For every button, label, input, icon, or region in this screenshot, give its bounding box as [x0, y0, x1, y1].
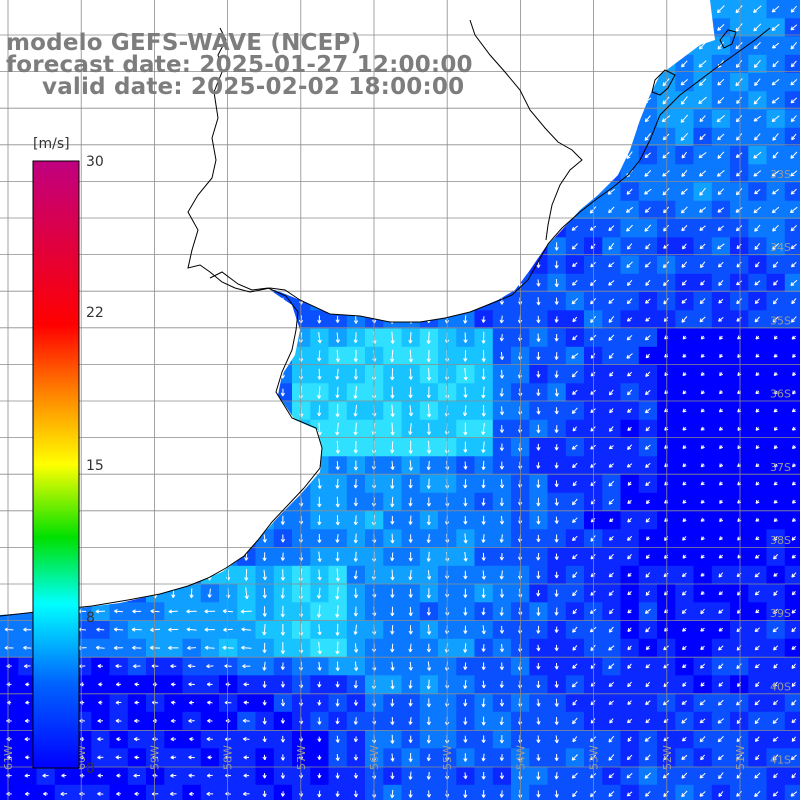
- latitude-label: 41S: [770, 754, 791, 767]
- longitude-label: 58W: [222, 745, 235, 770]
- longitude-label: 52W: [661, 745, 674, 770]
- field-cell: [784, 73, 800, 92]
- field-cell: [748, 784, 768, 804]
- latitude-label: 35S: [770, 314, 791, 327]
- field-cell: [675, 784, 695, 804]
- field-cell: [565, 784, 585, 804]
- wind-arrow: [717, 24, 725, 31]
- latitude-label: 38S: [770, 534, 791, 547]
- longitude-label: 55W: [441, 745, 454, 770]
- colorbar-tick-label: 8: [86, 610, 95, 626]
- wind-arrow: [716, 5, 725, 14]
- field-cell: [730, 784, 749, 804]
- colorbar-tick-label: 0: [86, 761, 95, 777]
- latitude-label: 39S: [770, 607, 791, 620]
- wind-arrow: [735, 23, 743, 32]
- field-cell: [784, 219, 800, 238]
- latitude-label: 36S: [770, 388, 791, 401]
- field-cell: [91, 784, 111, 804]
- latitude-label: 34S: [770, 241, 791, 254]
- field-cell: [784, 164, 800, 184]
- colorbar-tick-label: 30: [86, 154, 104, 170]
- colorbar-tick-label: 22: [86, 305, 104, 321]
- longitude-label: 53W: [588, 745, 601, 770]
- field-cell: [784, 784, 800, 804]
- field-cell: [784, 146, 800, 165]
- field-cell: [638, 784, 658, 804]
- field-cell: [784, 91, 800, 111]
- wind-arrow: [771, 24, 780, 31]
- longitude-label: 54W: [514, 745, 527, 770]
- field-cell: [711, 784, 731, 804]
- field-cell: [784, 18, 800, 38]
- field-cell: [146, 784, 165, 804]
- field-cell: [766, 784, 786, 804]
- field-cell: [54, 784, 74, 804]
- wind-arrow: [753, 5, 762, 13]
- latitude-label: 37S: [770, 461, 791, 474]
- longitude-label: 56W: [368, 745, 381, 770]
- wind-arrow: [790, 5, 797, 13]
- colorbar-bar: [32, 160, 80, 769]
- wind-arrow: [735, 5, 743, 14]
- field-cell: [602, 784, 622, 804]
- colorbar-tick-label: 15: [86, 458, 104, 474]
- longitude-label: 51W: [734, 745, 747, 770]
- wind-arrow: [771, 5, 780, 13]
- field-cell: [784, 109, 800, 129]
- field-cell: [164, 784, 184, 804]
- field-cell: [784, 0, 800, 19]
- latitude-label: 40S: [770, 680, 791, 693]
- wind-arrow: [753, 23, 762, 32]
- field-cell: [200, 784, 220, 804]
- longitude-label: 57W: [295, 745, 308, 770]
- valid-date: valid date: 2025-02-02 18:00:00: [42, 74, 465, 100]
- field-cell: [693, 784, 713, 804]
- field-cell: [237, 784, 257, 804]
- colorbar-unit-label: [m/s]: [33, 136, 70, 152]
- field-cell: [784, 36, 800, 56]
- field-cell: [620, 784, 640, 804]
- longitude-label: 61W: [2, 745, 15, 770]
- field-cell: [784, 273, 800, 293]
- wind-arrow: [790, 24, 798, 31]
- latitude-label: 33S: [770, 168, 791, 181]
- longitude-label: 59W: [148, 745, 161, 770]
- field-cell: [784, 200, 800, 220]
